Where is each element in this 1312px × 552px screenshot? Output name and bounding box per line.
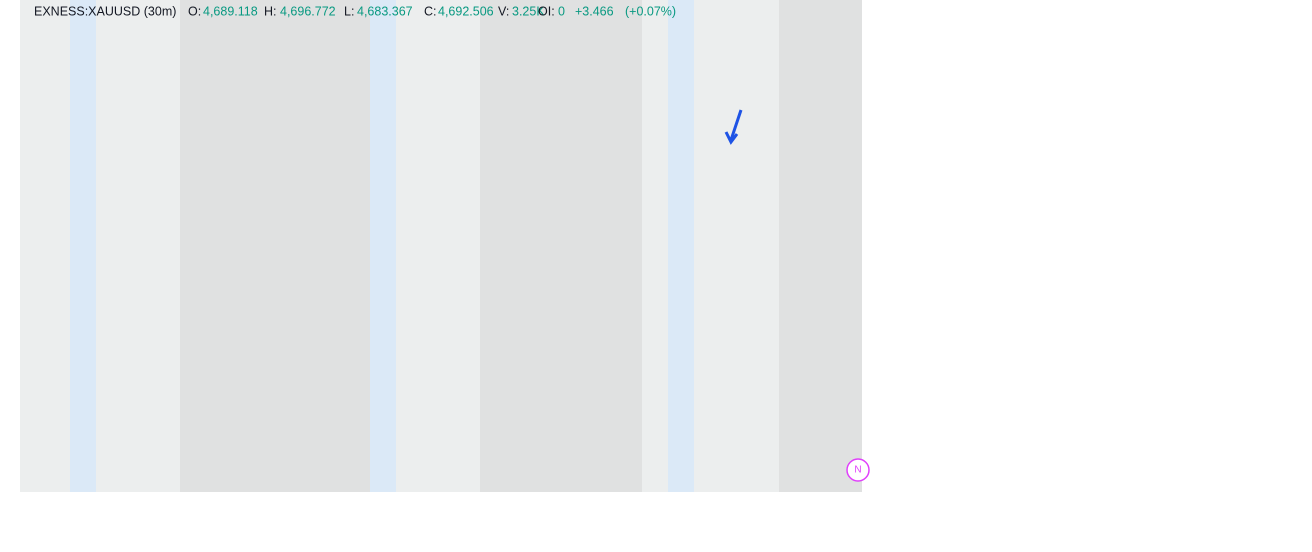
session-bg: [180, 0, 370, 492]
c-label: C:: [424, 4, 437, 18]
h-label: H:: [264, 4, 277, 18]
oi-label: OI:: [538, 4, 555, 18]
high: 4,696.772: [280, 4, 336, 18]
session-bg: [668, 0, 694, 492]
open: 4,689.118: [203, 4, 258, 18]
v-label: V:: [498, 4, 509, 18]
badge-text: N: [854, 465, 861, 476]
session-bg: [20, 0, 862, 492]
o-label: O:: [188, 4, 201, 18]
change: +3.466: [575, 4, 614, 18]
symbol: EXNESS:XAUUSD (30m): [34, 4, 176, 18]
low: 4,683.367: [357, 4, 413, 18]
session-bg: [480, 0, 642, 492]
badge[interactable]: [846, 458, 870, 482]
arrow: [724, 109, 743, 145]
session-bg: [779, 0, 862, 492]
change-pct: (+0.07%): [625, 4, 676, 18]
volume: 3.25K: [512, 4, 545, 18]
session-bg: [370, 0, 396, 492]
close: 4,692.506: [438, 4, 494, 18]
session-bg: [70, 0, 96, 492]
oi: 0: [558, 4, 565, 18]
l-label: L:: [344, 4, 354, 18]
